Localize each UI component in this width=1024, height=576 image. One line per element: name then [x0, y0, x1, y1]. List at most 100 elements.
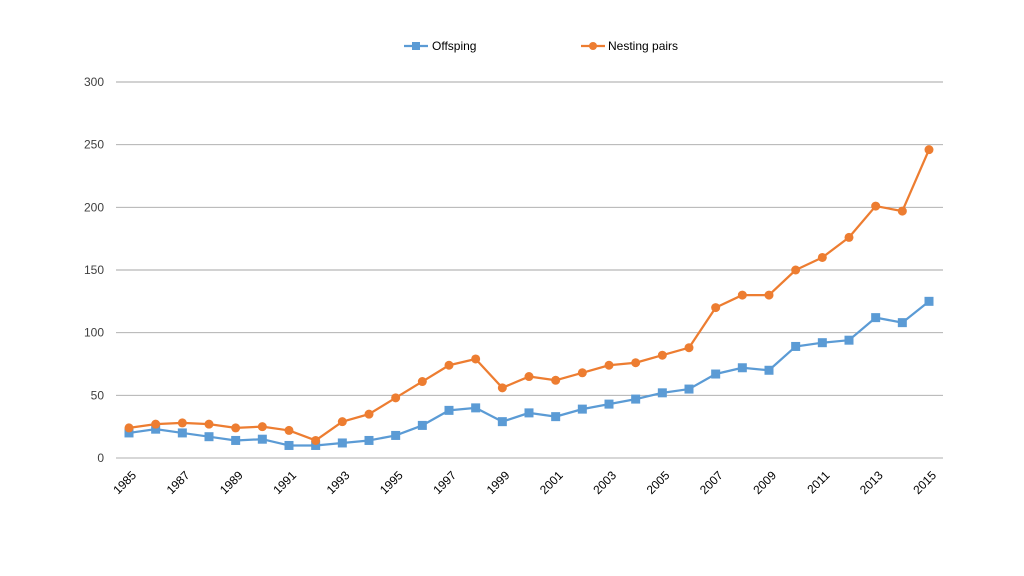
data-point	[231, 423, 241, 433]
legend-label-nesting-pairs: Nesting pairs	[608, 39, 678, 53]
data-point	[524, 408, 534, 418]
data-point	[817, 252, 827, 262]
data-point	[764, 365, 774, 375]
data-point	[551, 412, 561, 422]
x-tick-label: 2003	[590, 468, 619, 497]
data-point	[311, 440, 321, 450]
data-point	[364, 435, 374, 445]
data-point	[257, 422, 267, 432]
data-point	[497, 383, 507, 393]
y-tick-label: 50	[91, 388, 105, 402]
data-point	[471, 403, 481, 413]
series-line-nesting-pairs	[128, 149, 931, 442]
series-nesting-pairs	[124, 145, 934, 445]
data-point	[471, 354, 481, 364]
data-point	[871, 313, 881, 323]
data-point	[737, 363, 747, 373]
x-tick-label: 2015	[910, 468, 939, 497]
data-point	[391, 430, 401, 440]
x-tick-label: 2001	[537, 468, 566, 497]
x-tick-label: 1995	[377, 468, 406, 497]
legend-marker-offspring	[412, 42, 420, 50]
series-layer	[124, 145, 934, 450]
data-point	[604, 360, 614, 370]
data-point	[817, 338, 827, 348]
gridlines	[116, 81, 943, 459]
y-axis-ticks: 0 50 100 150 200 250 300	[84, 75, 104, 465]
data-point	[124, 428, 134, 438]
x-axis-ticks: 1985 1987 1989 1991 1993 1995 1997 1999 2001 2003…	[110, 468, 939, 497]
y-tick-label: 250	[84, 138, 104, 152]
data-point	[737, 290, 747, 300]
data-point	[311, 435, 321, 445]
x-tick-label: 1993	[324, 468, 353, 497]
data-point	[417, 377, 427, 387]
data-point	[711, 303, 721, 313]
data-point	[391, 393, 401, 403]
legend-item-offspring: Offsping	[404, 39, 476, 53]
data-point	[257, 434, 267, 444]
y-tick-label: 150	[84, 263, 104, 277]
data-point	[657, 350, 667, 360]
data-point	[924, 296, 934, 306]
data-point	[231, 435, 241, 445]
data-point	[417, 420, 427, 430]
x-tick-label: 1987	[164, 468, 193, 497]
data-point	[204, 432, 214, 442]
legend-marker-nesting-pairs	[589, 42, 597, 50]
data-point	[791, 341, 801, 351]
data-point	[924, 145, 934, 155]
data-point	[577, 368, 587, 378]
data-point	[284, 440, 294, 450]
data-point	[524, 372, 534, 382]
data-point	[897, 206, 907, 216]
data-point	[124, 423, 134, 433]
x-tick-label: 1999	[484, 468, 513, 497]
legend-item-nesting-pairs: Nesting pairs	[581, 39, 678, 53]
data-point	[577, 404, 587, 414]
x-tick-label: 1989	[217, 468, 246, 497]
data-point	[497, 417, 507, 427]
data-point	[337, 438, 347, 448]
data-point	[444, 360, 454, 370]
x-tick-label: 1997	[430, 468, 459, 497]
data-point	[871, 201, 881, 211]
data-point	[631, 358, 641, 368]
data-point	[177, 418, 187, 428]
data-point	[551, 375, 561, 385]
data-point	[204, 419, 214, 429]
x-tick-label: 2007	[697, 468, 726, 497]
x-tick-label: 2005	[644, 468, 673, 497]
data-point	[444, 405, 454, 415]
y-tick-label: 0	[97, 451, 104, 465]
data-point	[631, 394, 641, 404]
y-tick-label: 300	[84, 75, 104, 89]
data-point	[844, 232, 854, 242]
data-point	[897, 318, 907, 328]
data-point	[684, 384, 694, 394]
data-point	[151, 419, 161, 429]
data-point	[764, 290, 774, 300]
data-point	[337, 417, 347, 427]
data-point	[791, 265, 801, 275]
series-offsping	[124, 296, 934, 450]
data-point	[284, 425, 294, 435]
x-tick-label: 1991	[270, 468, 299, 497]
data-point	[151, 424, 161, 434]
x-tick-label: 2011	[804, 468, 832, 496]
data-point	[364, 409, 374, 419]
legend-label-offspring: Offsping	[432, 39, 476, 53]
y-tick-label: 100	[84, 326, 104, 340]
data-point	[711, 369, 721, 379]
legend: Offsping Nesting pairs	[404, 39, 678, 53]
data-point	[657, 388, 667, 398]
data-point	[844, 335, 854, 345]
x-tick-label: 2013	[857, 468, 886, 497]
data-point	[604, 399, 614, 409]
data-point	[177, 428, 187, 438]
y-tick-label: 200	[84, 200, 104, 214]
x-tick-label: 2009	[750, 468, 779, 497]
x-tick-label: 1985	[110, 468, 139, 497]
data-point	[684, 343, 694, 353]
